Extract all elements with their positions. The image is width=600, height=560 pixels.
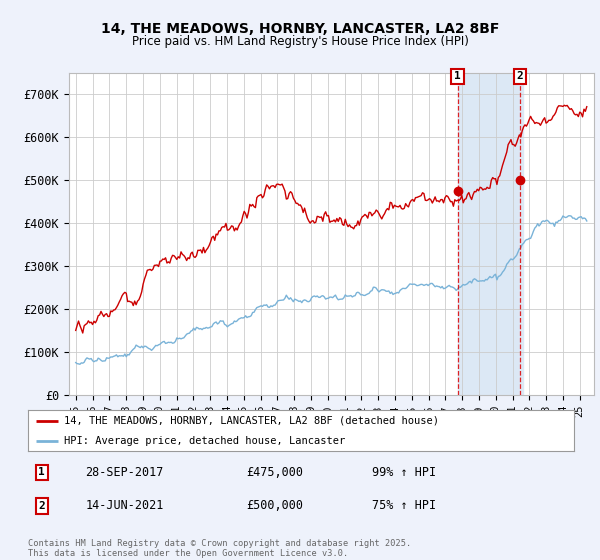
Text: 75% ↑ HPI: 75% ↑ HPI (372, 500, 436, 512)
Text: 2: 2 (517, 71, 523, 81)
Text: 1: 1 (454, 71, 461, 81)
Text: 28-SEP-2017: 28-SEP-2017 (86, 466, 164, 479)
Text: 1: 1 (38, 468, 45, 478)
Text: HPI: Average price, detached house, Lancaster: HPI: Average price, detached house, Lanc… (64, 436, 345, 446)
Text: Price paid vs. HM Land Registry's House Price Index (HPI): Price paid vs. HM Land Registry's House … (131, 35, 469, 48)
Text: 14-JUN-2021: 14-JUN-2021 (86, 500, 164, 512)
Text: Contains HM Land Registry data © Crown copyright and database right 2025.
This d: Contains HM Land Registry data © Crown c… (28, 539, 412, 558)
Text: £500,000: £500,000 (247, 500, 304, 512)
Text: 14, THE MEADOWS, HORNBY, LANCASTER, LA2 8BF: 14, THE MEADOWS, HORNBY, LANCASTER, LA2 … (101, 22, 499, 36)
Text: 2: 2 (38, 501, 45, 511)
Text: 99% ↑ HPI: 99% ↑ HPI (372, 466, 436, 479)
Text: 14, THE MEADOWS, HORNBY, LANCASTER, LA2 8BF (detached house): 14, THE MEADOWS, HORNBY, LANCASTER, LA2 … (64, 416, 439, 426)
Text: £475,000: £475,000 (247, 466, 304, 479)
Bar (458, 73, 523, 395)
